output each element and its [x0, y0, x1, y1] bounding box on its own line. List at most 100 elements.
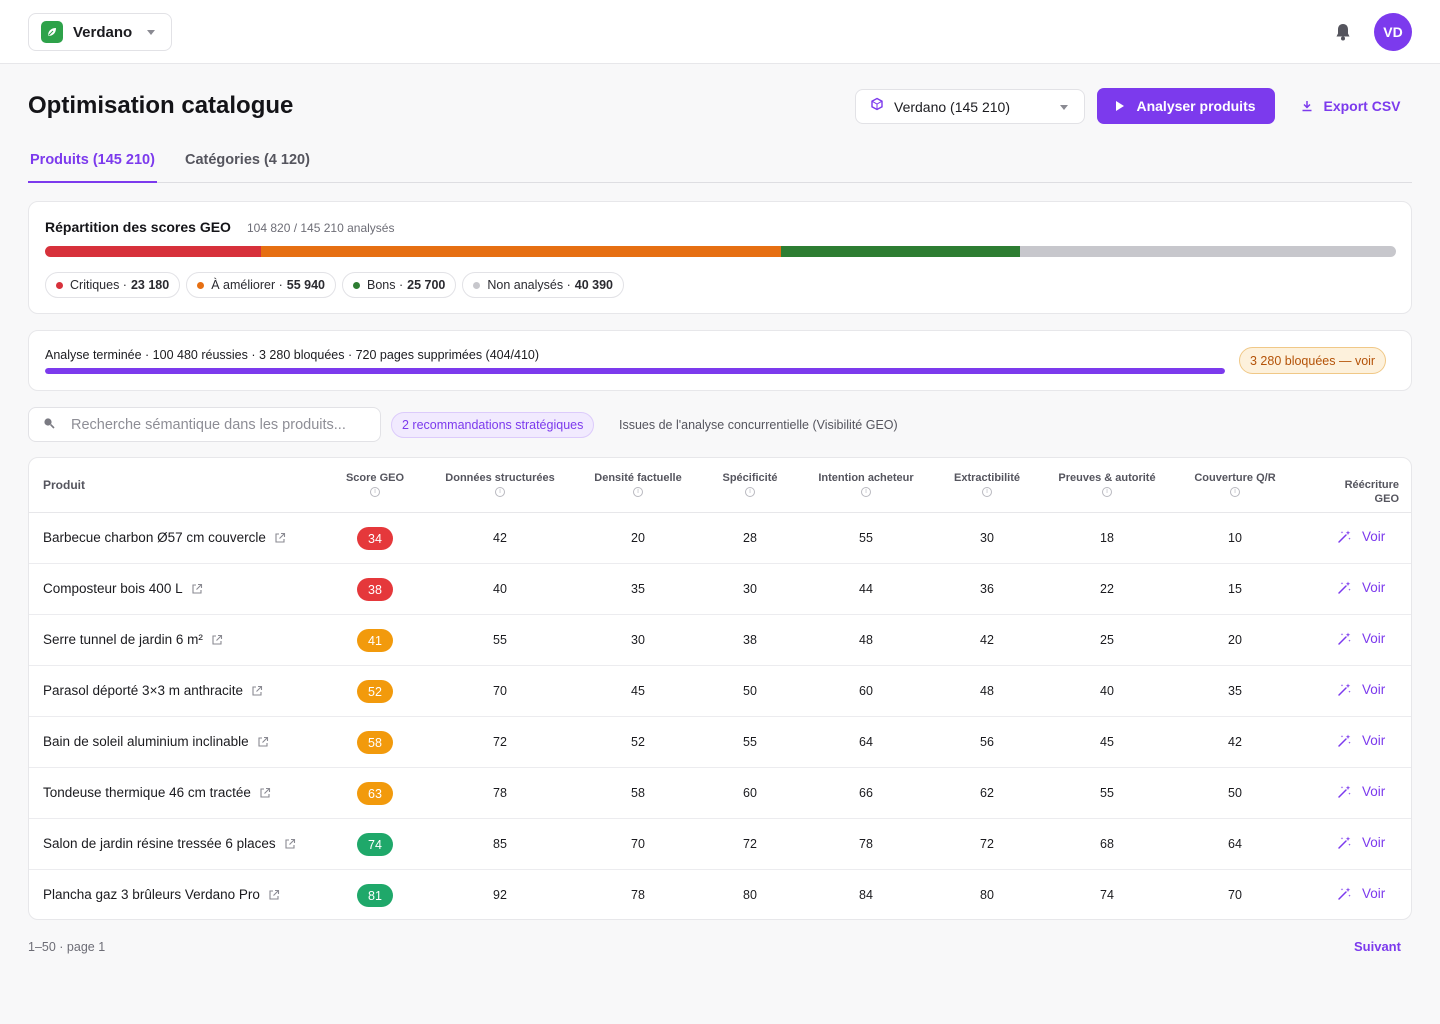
metric-cell-qa: 64: [1228, 837, 1242, 851]
avatar[interactable]: VD: [1374, 13, 1412, 51]
magic-wand-icon: [1338, 785, 1351, 798]
search-input[interactable]: [71, 416, 361, 433]
workspace-switcher[interactable]: Verdano: [28, 13, 172, 51]
product-name[interactable]: Salon de jardin résine tressée 6 places: [43, 836, 296, 851]
info-icon[interactable]: i: [495, 487, 505, 497]
info-icon[interactable]: i: [982, 487, 992, 497]
metric-cell-specificity: 72: [743, 837, 757, 851]
metric-cell-qa: 20: [1228, 633, 1242, 647]
product-name[interactable]: Composteur bois 400 L: [43, 581, 203, 596]
strategic-recommendations-badge[interactable]: 2 recommandations stratégiques: [391, 412, 595, 438]
legend-count: 40 390: [574, 278, 613, 292]
column-header-buyer-intent[interactable]: Intention acheteur i: [811, 471, 921, 497]
product-name-label: Bain de soleil aluminium inclinable: [43, 734, 249, 749]
legend-chip-good[interactable]: Bons · 25 700: [342, 272, 457, 298]
metric-cell-structured: 85: [493, 837, 507, 851]
product-name[interactable]: Tondeuse thermique 46 cm tractée: [43, 785, 271, 800]
column-header-rewrite[interactable]: Réécriture GEO: [1344, 479, 1399, 505]
info-icon[interactable]: i: [861, 487, 871, 497]
rewrite-view-button[interactable]: Voir: [1337, 682, 1385, 697]
product-name[interactable]: Plancha gaz 3 brûleurs Verdano Pro: [43, 887, 280, 902]
metric-cell-structured: 78: [493, 786, 507, 800]
table-row: Salon de jardin résine tressée 6 places 7…: [29, 819, 1411, 870]
column-header-label: Score GEO: [345, 472, 405, 484]
product-name[interactable]: Barbecue charbon Ø57 cm couvercle: [43, 530, 286, 545]
external-link-icon[interactable]: [274, 532, 286, 544]
column-header-product[interactable]: Produit: [43, 478, 85, 492]
info-icon[interactable]: i: [370, 487, 380, 497]
metric-cell-proof: 25: [1100, 633, 1114, 647]
tab-categories[interactable]: Catégories (4 120): [185, 152, 310, 168]
column-header-label: Données structurées: [445, 472, 555, 484]
metric-cell-structured: 55: [493, 633, 507, 647]
external-link-icon[interactable]: [211, 634, 223, 646]
external-link-icon[interactable]: [284, 838, 296, 850]
bell-icon[interactable]: [1332, 21, 1354, 43]
geo-score-badge: 63: [357, 782, 393, 805]
magic-wand-icon: [1338, 734, 1351, 747]
metric-cell-intent: 78: [859, 837, 873, 851]
metric-cell-structured: 40: [493, 582, 507, 596]
store-selector[interactable]: Verdano (145 210): [855, 89, 1085, 124]
rewrite-view-label: Voir: [1362, 733, 1386, 748]
export-csv-button[interactable]: Export CSV: [1296, 88, 1406, 124]
product-name[interactable]: Parasol déporté 3×3 m anthracite: [43, 683, 263, 698]
rewrite-view-button[interactable]: Voir: [1337, 580, 1385, 595]
metric-cell-extract: 56: [980, 735, 994, 749]
product-name-label: Barbecue charbon Ø57 cm couvercle: [43, 530, 266, 545]
rewrite-view-button[interactable]: Voir: [1337, 631, 1385, 646]
metric-cell-factual: 35: [631, 582, 645, 596]
metric-cell-intent: 60: [859, 684, 873, 698]
legend-chip-not-analyzed[interactable]: Non analysés · 40 390: [462, 272, 624, 298]
column-header-specificity[interactable]: Spécificité i: [710, 471, 790, 497]
info-icon[interactable]: i: [745, 487, 755, 497]
column-header-factual-density[interactable]: Densité factuelle i: [583, 471, 693, 497]
rewrite-view-button[interactable]: Voir: [1337, 784, 1385, 799]
metric-cell-qa: 70: [1228, 888, 1242, 902]
column-header-score[interactable]: Score GEO i: [330, 471, 420, 497]
metric-cell-factual: 30: [631, 633, 645, 647]
legend-chip-critical[interactable]: Critiques · 23 180: [45, 272, 181, 298]
metric-cell-qa: 42: [1228, 735, 1242, 749]
metric-cell-proof: 45: [1100, 735, 1114, 749]
critical-dot-icon: [56, 281, 63, 289]
column-header-qa-coverage[interactable]: Couverture Q/R i: [1185, 471, 1285, 497]
analyze-products-button[interactable]: Analyser produits: [1097, 88, 1275, 124]
column-header-label: Densité factuelle: [594, 472, 682, 484]
rewrite-view-label: Voir: [1362, 835, 1386, 850]
blocked-pages-badge[interactable]: 3 280 bloquées — voir: [1239, 347, 1387, 374]
column-header-label: Couverture Q/R: [1194, 472, 1276, 484]
column-header-proof-authority[interactable]: Preuves & autorité i: [1052, 471, 1162, 497]
product-name[interactable]: Bain de soleil aluminium inclinable: [43, 734, 269, 749]
search-icon: [43, 416, 55, 434]
metric-cell-specificity: 38: [743, 633, 757, 647]
tab-products[interactable]: Produits (145 210): [28, 152, 157, 183]
product-name[interactable]: Serre tunnel de jardin 6 m²: [43, 632, 223, 647]
rewrite-view-button[interactable]: Voir: [1337, 733, 1385, 748]
metric-cell-intent: 44: [859, 582, 873, 596]
rewrite-view-label: Voir: [1362, 886, 1386, 901]
rewrite-view-button[interactable]: Voir: [1337, 886, 1385, 901]
analysis-progress-fill: [45, 368, 1225, 374]
metric-cell-structured: 72: [493, 735, 507, 749]
rewrite-view-button[interactable]: Voir: [1337, 529, 1385, 544]
metric-cell-factual: 52: [631, 735, 645, 749]
info-icon[interactable]: i: [1230, 487, 1240, 497]
info-icon[interactable]: i: [1102, 487, 1112, 497]
external-link-icon[interactable]: [259, 787, 271, 799]
external-link-icon[interactable]: [268, 889, 280, 901]
rewrite-view-button[interactable]: Voir: [1337, 835, 1385, 850]
info-icon[interactable]: i: [633, 487, 643, 497]
external-link-icon[interactable]: [257, 736, 269, 748]
column-header-structured-data[interactable]: Données structurées i: [440, 471, 560, 497]
metric-cell-proof: 55: [1100, 786, 1114, 800]
legend-label: À améliorer: [211, 278, 276, 292]
metric-cell-factual: 78: [631, 888, 645, 902]
external-link-icon[interactable]: [191, 583, 203, 595]
metric-cell-qa: 10: [1228, 531, 1242, 545]
product-name-label: Salon de jardin résine tressée 6 places: [43, 836, 276, 851]
next-page-button[interactable]: Suivant: [1354, 939, 1401, 954]
legend-chip-to-improve[interactable]: À améliorer · 55 940: [186, 272, 336, 298]
column-header-extractability[interactable]: Extractibilité i: [942, 471, 1032, 497]
external-link-icon[interactable]: [251, 685, 263, 697]
